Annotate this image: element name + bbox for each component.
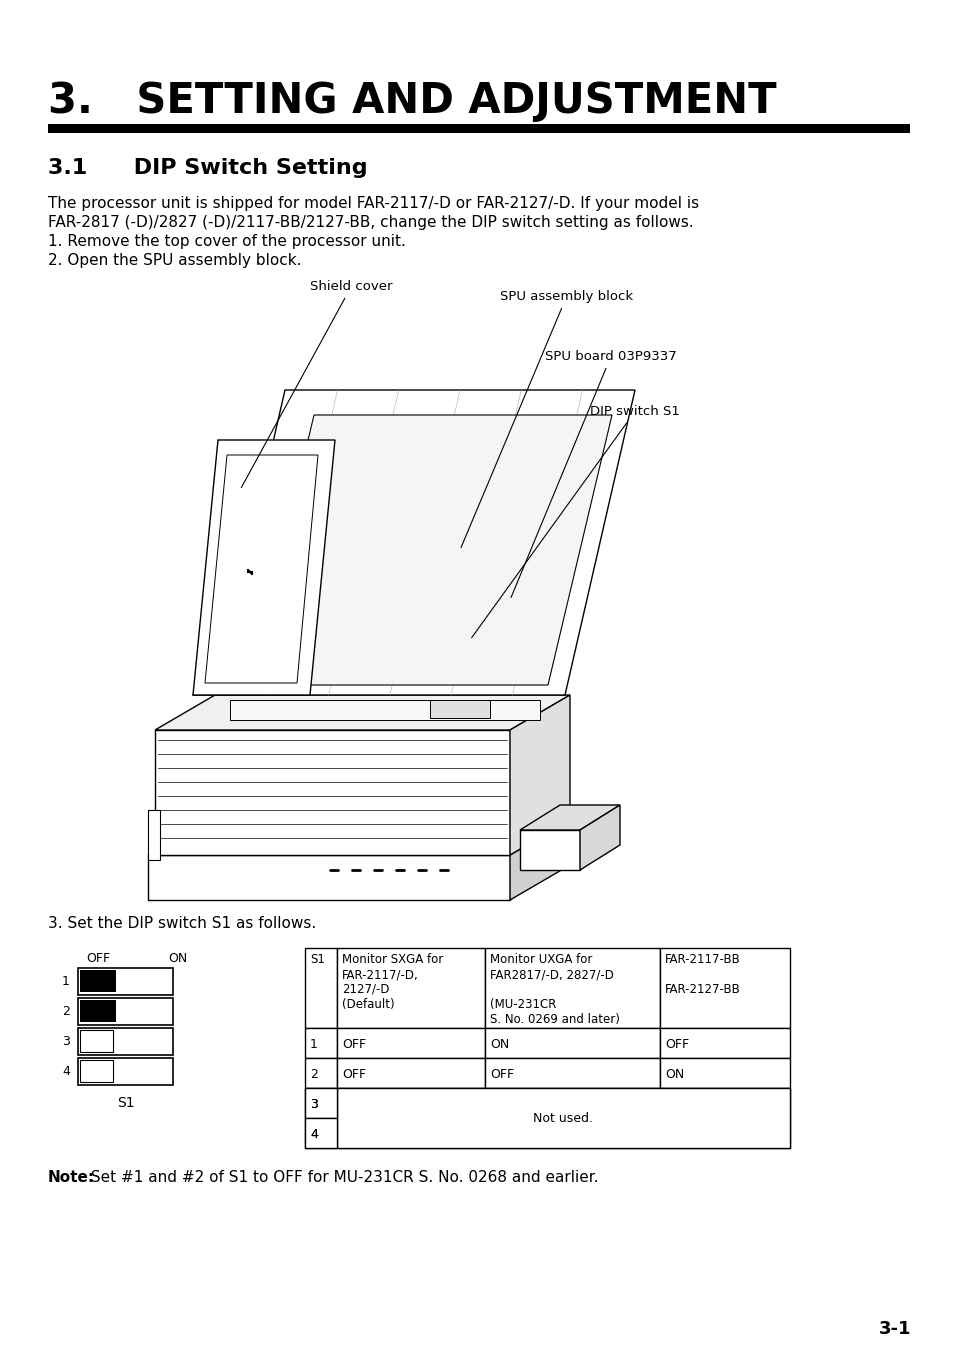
Text: 3: 3 — [310, 1099, 317, 1111]
Text: 2: 2 — [62, 1004, 70, 1018]
Bar — [659, 1058, 789, 1088]
Bar — [484, 948, 659, 1027]
Text: ON: ON — [490, 1038, 509, 1052]
Text: DIP switch S1: DIP switch S1 — [471, 405, 679, 637]
Bar — [484, 1088, 659, 1118]
Text: 2: 2 — [310, 1068, 317, 1081]
Text: 3: 3 — [62, 1035, 70, 1048]
Text: 2. Open the SPU assembly block.: 2. Open the SPU assembly block. — [48, 252, 301, 269]
Bar — [336, 1118, 484, 1148]
Bar — [659, 948, 789, 1027]
Bar — [659, 1027, 789, 1058]
Text: ON: ON — [664, 1068, 683, 1081]
Bar — [78, 1058, 172, 1085]
Bar — [336, 1058, 484, 1088]
Bar — [80, 971, 116, 992]
Bar — [336, 1088, 789, 1148]
Bar — [305, 1088, 336, 1118]
Text: 3.1      DIP Switch Setting: 3.1 DIP Switch Setting — [48, 158, 367, 178]
Bar — [659, 1118, 789, 1148]
Bar — [659, 1088, 789, 1118]
Polygon shape — [519, 805, 619, 830]
Text: Not used.: Not used. — [533, 1111, 593, 1125]
Polygon shape — [510, 695, 569, 855]
Bar — [78, 1027, 172, 1054]
Bar — [80, 1000, 116, 1022]
Text: FAR-2817 (-D)/2827 (-D)/2117-BB/2127-BB, change the DIP switch setting as follow: FAR-2817 (-D)/2827 (-D)/2117-BB/2127-BB,… — [48, 215, 693, 230]
Text: Monitor UXGA for
FAR2817/-D, 2827/-D

(MU-231CR
S. No. 0269 and later): Monitor UXGA for FAR2817/-D, 2827/-D (MU… — [490, 953, 619, 1026]
Polygon shape — [430, 701, 490, 718]
Text: 3. Set the DIP switch S1 as follows.: 3. Set the DIP switch S1 as follows. — [48, 917, 315, 932]
Polygon shape — [154, 730, 510, 855]
Text: 4: 4 — [310, 1129, 317, 1142]
Text: FAR-2117-BB

FAR-2127-BB: FAR-2117-BB FAR-2127-BB — [664, 953, 740, 996]
Text: 4: 4 — [62, 1065, 70, 1079]
Bar — [305, 948, 336, 1027]
Bar — [48, 124, 909, 134]
Bar — [336, 1027, 484, 1058]
Polygon shape — [148, 855, 510, 900]
Bar — [78, 998, 172, 1025]
Polygon shape — [205, 455, 317, 683]
Bar — [78, 968, 172, 995]
Text: OFF: OFF — [664, 1038, 688, 1052]
Polygon shape — [148, 819, 569, 855]
Text: OFF: OFF — [341, 1068, 366, 1081]
Polygon shape — [193, 440, 335, 695]
Text: OFF: OFF — [490, 1068, 514, 1081]
Text: Monitor SXGA for
FAR-2117/-D,
2127/-D
(Default): Monitor SXGA for FAR-2117/-D, 2127/-D (D… — [341, 953, 443, 1011]
Bar — [336, 948, 484, 1027]
Text: 1: 1 — [62, 975, 70, 988]
Bar — [305, 1088, 336, 1118]
Text: 3.   SETTING AND ADJUSTMENT: 3. SETTING AND ADJUSTMENT — [48, 80, 776, 122]
Text: 4: 4 — [310, 1129, 317, 1142]
Bar — [484, 1118, 659, 1148]
Text: The processor unit is shipped for model FAR-2117/-D or FAR-2127/-D. If your mode: The processor unit is shipped for model … — [48, 196, 699, 211]
Text: S1: S1 — [310, 953, 325, 967]
Text: 1. Remove the top cover of the processor unit.: 1. Remove the top cover of the processor… — [48, 234, 405, 248]
Bar — [484, 1027, 659, 1058]
Text: 1: 1 — [310, 1038, 317, 1052]
Polygon shape — [519, 830, 579, 869]
Bar — [305, 1027, 336, 1058]
Polygon shape — [579, 805, 619, 869]
Text: Shield cover: Shield cover — [241, 279, 392, 487]
Polygon shape — [230, 701, 539, 720]
Polygon shape — [154, 695, 569, 730]
Polygon shape — [250, 414, 612, 684]
Bar — [484, 1058, 659, 1088]
Text: 3-1: 3-1 — [878, 1320, 910, 1338]
Polygon shape — [214, 390, 635, 695]
Text: 3: 3 — [310, 1099, 317, 1111]
Bar — [305, 1118, 336, 1148]
Text: S1: S1 — [116, 1096, 134, 1110]
Bar — [305, 1118, 336, 1148]
Polygon shape — [148, 810, 160, 860]
Bar — [80, 1030, 113, 1052]
Bar — [80, 1060, 113, 1081]
Text: Set #1 and #2 of S1 to OFF for MU-231CR S. No. 0268 and earlier.: Set #1 and #2 of S1 to OFF for MU-231CR … — [86, 1170, 598, 1185]
Text: SPU board 03P9337: SPU board 03P9337 — [511, 350, 676, 598]
Polygon shape — [510, 819, 569, 900]
Bar — [336, 1088, 484, 1118]
Text: Note:: Note: — [48, 1170, 95, 1185]
Bar — [305, 1058, 336, 1088]
Text: OFF: OFF — [341, 1038, 366, 1052]
Text: SPU assembly block: SPU assembly block — [460, 290, 633, 548]
Text: OFF: OFF — [86, 952, 110, 965]
Text: ON: ON — [168, 952, 187, 965]
